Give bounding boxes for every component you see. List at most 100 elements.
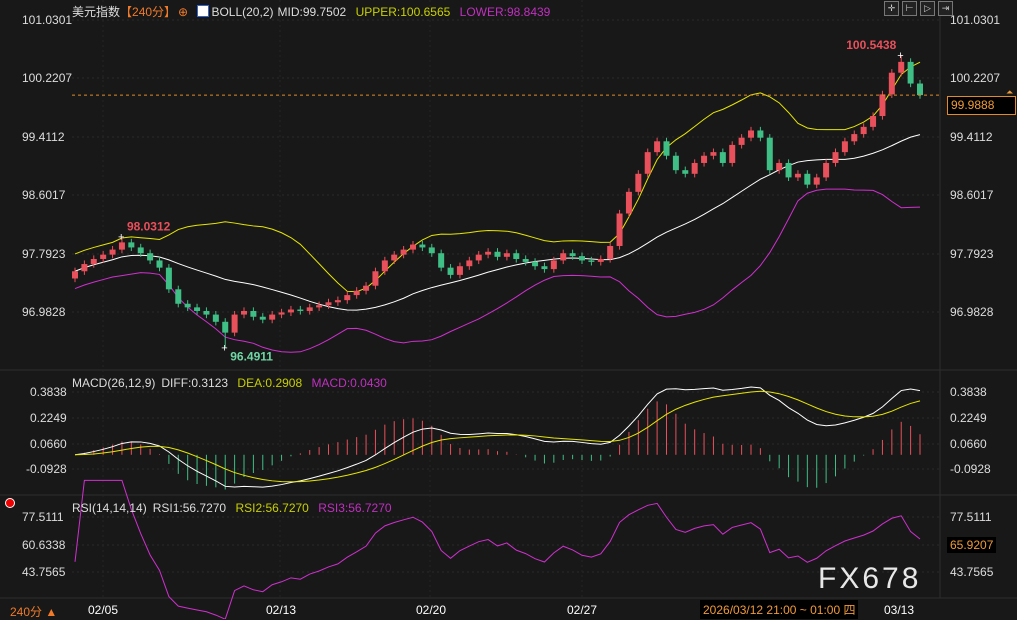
candle-body xyxy=(654,141,661,153)
date-label: 02/27 xyxy=(567,603,598,617)
price-tick-left: 97.7923 xyxy=(22,247,66,261)
macd-tick: 0.3838 xyxy=(950,385,987,399)
candle-body xyxy=(259,316,266,320)
candle-body xyxy=(250,310,257,317)
macd-tick: -0.0928 xyxy=(950,462,991,476)
macd-label[interactable]: MACD(26,12,9) xyxy=(72,376,156,390)
macd-tick: 0.0660 xyxy=(950,437,987,451)
extreme-marker: + xyxy=(897,50,903,62)
candle-body xyxy=(588,260,595,262)
candle-body xyxy=(616,213,623,246)
crosshair-tool-button[interactable]: ✛ xyxy=(884,1,899,16)
candle-body xyxy=(137,247,144,254)
price-tick-left: 96.9828 xyxy=(22,305,66,319)
candle-body xyxy=(691,162,698,174)
date-label: 02/20 xyxy=(416,603,447,617)
symbol-name: 美元指数 xyxy=(72,5,121,19)
extreme-price-label: 96.4911 xyxy=(230,350,273,364)
rsi-label[interactable]: RSI(14,14,14) xyxy=(72,501,147,515)
period-label[interactable]: 【240分】 xyxy=(120,5,177,19)
price-tick: 101.0301 xyxy=(950,13,1001,27)
candle-body xyxy=(475,254,482,261)
candle-body xyxy=(813,177,820,185)
candle-body xyxy=(625,191,632,214)
boll-upper-line xyxy=(74,61,921,293)
jump-to-end-button[interactable]: ⇥ xyxy=(938,1,953,16)
period-selector[interactable]: 240分 ▲ xyxy=(10,605,58,619)
date-label: 02/05 xyxy=(88,603,119,617)
boll-label[interactable]: BOLL(20,2) xyxy=(211,5,274,19)
rsi-tick: 77.5111 xyxy=(950,510,992,524)
play-button[interactable]: ▷ xyxy=(920,1,935,16)
candle-body xyxy=(72,271,78,279)
candle-body xyxy=(597,258,604,262)
price-tick: 98.6017 xyxy=(950,188,994,202)
candle-body xyxy=(118,242,125,250)
candle-body xyxy=(381,260,388,272)
candle-body xyxy=(823,162,830,178)
candle-body xyxy=(184,303,191,308)
candle-body xyxy=(870,116,877,127)
candle-body xyxy=(513,253,520,259)
indicator-icon[interactable] xyxy=(197,5,210,17)
candle-body xyxy=(522,258,529,262)
candle-body xyxy=(860,126,867,135)
candle-body xyxy=(550,260,557,270)
candle-body xyxy=(278,312,285,315)
rsi1-value: RSI1:56.7270 xyxy=(152,501,227,515)
candle-body xyxy=(785,162,792,178)
candle-body xyxy=(156,260,163,268)
candle-body xyxy=(287,309,294,313)
candle-body xyxy=(231,314,238,333)
collapse-up-icon[interactable]: ⏶ xyxy=(1006,87,1014,97)
record-icon[interactable] xyxy=(5,498,15,508)
price-tick-left: 100.2207 xyxy=(22,71,73,85)
crosshair-icon[interactable]: ⊕ xyxy=(178,5,189,19)
candle-body xyxy=(832,152,839,163)
candle-body xyxy=(391,254,398,261)
candle-body xyxy=(456,266,463,275)
rsi-tick-left: 60.6338 xyxy=(22,538,66,552)
chart-toolbar: ✛ ⊢ ▷ ⇥ xyxy=(884,1,953,16)
candle-body xyxy=(898,61,905,73)
candle-body xyxy=(485,251,492,255)
candle-body xyxy=(701,155,708,163)
candle-body xyxy=(494,251,501,257)
candle-body xyxy=(372,271,379,286)
candle-body xyxy=(128,242,135,248)
candle-body xyxy=(466,260,473,267)
extreme-price-label: 98.0312 xyxy=(127,220,171,234)
candle-body xyxy=(325,302,332,306)
macd-tick-left: -0.0928 xyxy=(26,462,67,476)
zoom-in-button[interactable]: ⊢ xyxy=(902,1,917,16)
candle-body xyxy=(907,61,914,84)
candle-body xyxy=(316,305,323,308)
candle-body xyxy=(165,267,172,290)
candle-body xyxy=(719,152,726,163)
price-tick-left: 101.0301 xyxy=(22,13,73,27)
candle-body xyxy=(419,244,426,248)
rsi-header: RSI(14,14,14) RSI1:56.7270 RSI2:56.7270 R… xyxy=(72,501,398,515)
candle-body xyxy=(682,170,689,174)
candle-body xyxy=(541,266,548,270)
candle-body xyxy=(672,155,679,171)
macd-tick-left: 0.3838 xyxy=(30,385,67,399)
candle-body xyxy=(663,141,670,156)
candle-body xyxy=(888,72,895,95)
rsi2-value: RSI2:56.7270 xyxy=(235,501,309,515)
current-rsi-label: 65.9207 xyxy=(947,537,997,553)
candle-body xyxy=(269,314,276,320)
candle-body xyxy=(503,253,510,257)
boll-lower-line xyxy=(74,188,921,353)
rsi-tick-left: 77.5111 xyxy=(22,510,64,524)
candle-body xyxy=(334,300,341,303)
date-label: 03/13 xyxy=(884,603,915,617)
candle-body xyxy=(194,307,201,311)
candle-body xyxy=(710,152,717,156)
candle-body xyxy=(841,141,848,153)
candle-body xyxy=(306,307,313,311)
candle-body xyxy=(90,258,97,265)
boll-upper: UPPER:100.6565 xyxy=(355,5,451,19)
candle-body xyxy=(447,267,454,275)
